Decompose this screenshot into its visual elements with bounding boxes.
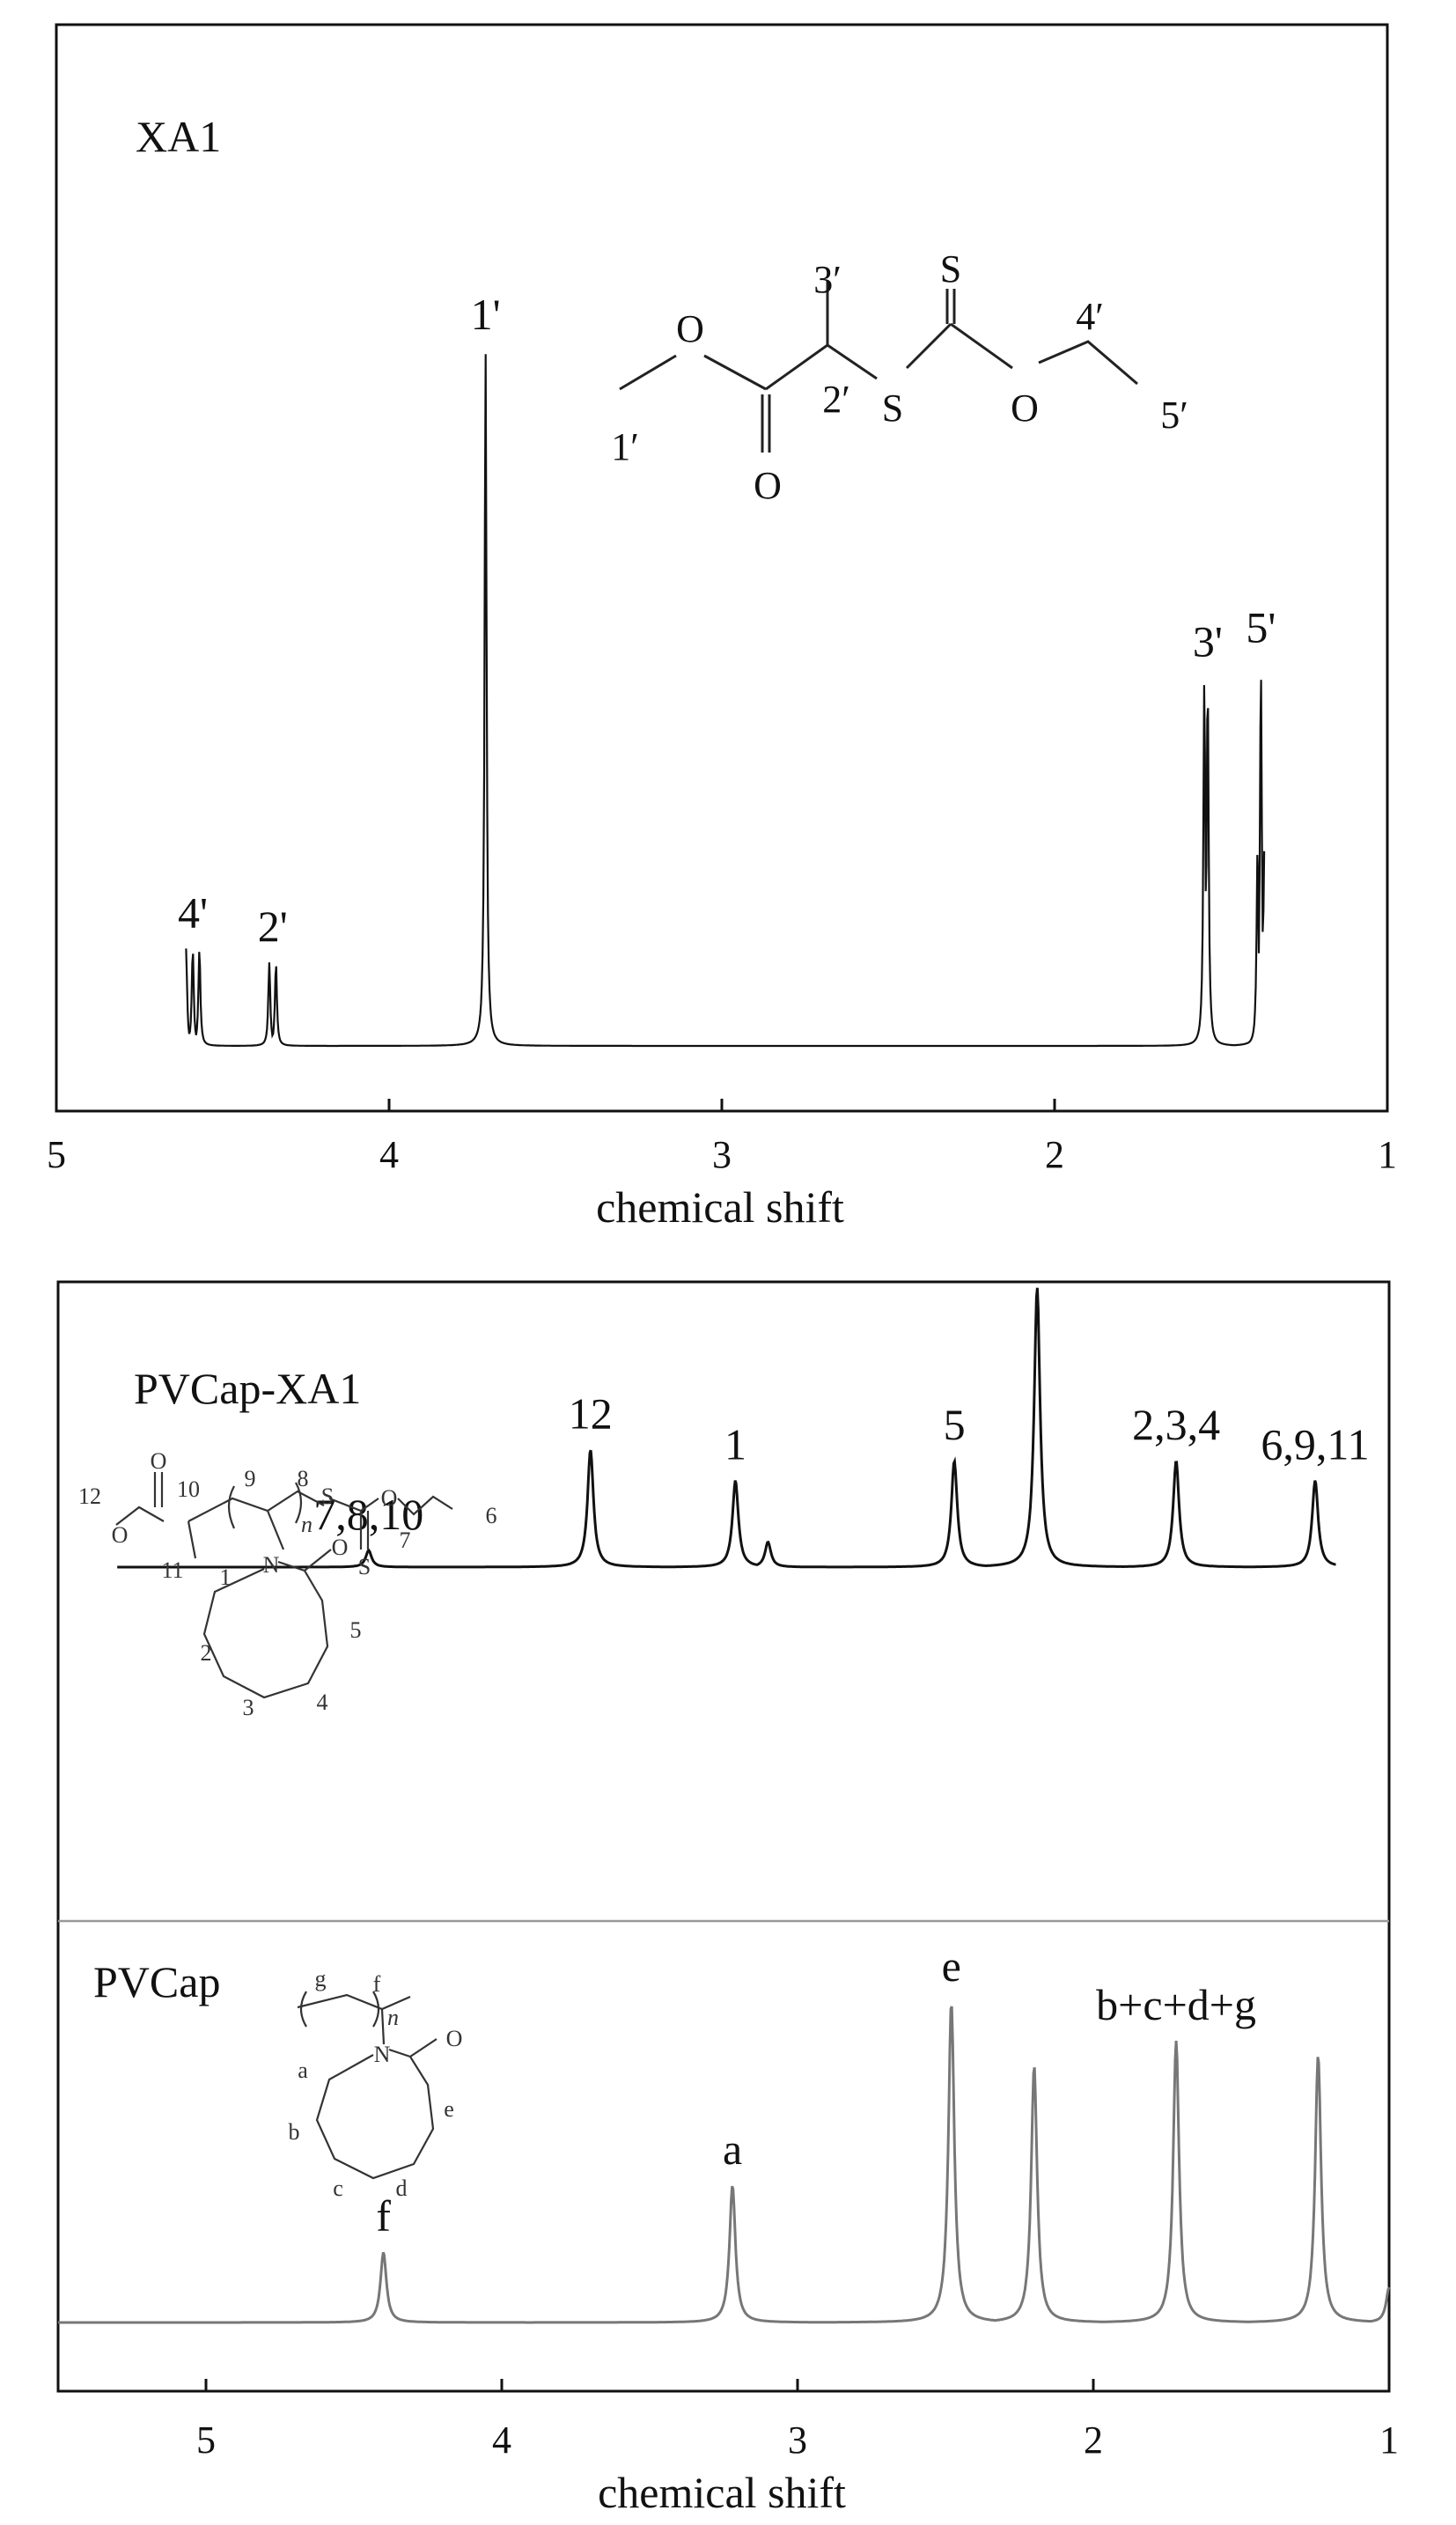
pvcap-x-axis: 5 4 3 2 1 xyxy=(196,2379,1399,2462)
xa1-atom-s-thione: S xyxy=(940,247,961,291)
pvcap-xa1-pos-2: 2 xyxy=(201,1640,212,1666)
xa1-structure-bonds xyxy=(619,280,1138,453)
pvcap-xa1-subscript-n: n xyxy=(301,1512,313,1537)
panel-xa1: 5 4 3 2 1 XA1 chemical shift 4' 2' 1' 3' 5' O O … xyxy=(47,23,1397,1232)
pvcap-pos-a: a xyxy=(298,2058,308,2083)
tick-label: 1 xyxy=(1379,2418,1399,2462)
pvcap-xa1-peak-label: 6,9,11 xyxy=(1261,1419,1369,1469)
xa1-plot-frame xyxy=(55,23,1389,1113)
pvcap-atom-o: O xyxy=(446,2026,463,2051)
panel-pvcap: 5 4 3 2 1 PVCap chemical shift f a e b+c+d+g O … xyxy=(58,1941,1399,2517)
pvcap-spectrum-line xyxy=(58,2006,1391,2324)
pvcap-xa1-atom-o1: O xyxy=(151,1448,167,1474)
pvcap-peak-label: b+c+d+g xyxy=(1096,1980,1256,2029)
pvcap-xa1-peak-label: 2,3,4 xyxy=(1132,1400,1220,1449)
tick-label: 5 xyxy=(47,1133,66,1176)
tick-label: 1 xyxy=(1378,1133,1397,1176)
pvcap-subscript-n: n xyxy=(387,2005,399,2030)
xa1-spectrum-line xyxy=(185,354,1266,1048)
pvcap-xa1-spectrum-line xyxy=(117,1287,1336,1569)
pvcap-pos-b: b xyxy=(289,2119,300,2145)
xa1-peak-label: 4' xyxy=(178,887,208,937)
pvcap-xa1-pos-11: 11 xyxy=(161,1557,183,1583)
xa1-atom-o-carbonyl: O xyxy=(754,464,782,507)
pvcap-peak-label: e xyxy=(942,1941,961,1991)
pvcap-xa1-atom-o4: O xyxy=(332,1535,349,1560)
tick-label: 4 xyxy=(379,1133,399,1176)
pvcap-xa1-pos-9: 9 xyxy=(245,1466,256,1491)
pvcap-pos-c: c xyxy=(333,2175,343,2201)
pvcap-xa1-title: PVCap-XA1 xyxy=(134,1364,361,1413)
pvcap-xa1-pos-4: 4 xyxy=(317,1689,328,1715)
pvcap-pos-f: f xyxy=(373,1971,381,1997)
pvcap-title: PVCap xyxy=(93,1957,220,2006)
pvcap-xa1-atom-n: N xyxy=(263,1552,280,1578)
xa1-atom-s-thio: S xyxy=(882,386,903,430)
xa1-pos-1: 1′ xyxy=(611,425,639,468)
pvcap-peak-label: a xyxy=(723,2124,742,2174)
tick-label: 5 xyxy=(196,2418,216,2462)
pvcap-xa1-structure-bonds xyxy=(115,1472,453,1699)
pvcap-structure: O N n a b c d e f g xyxy=(289,1966,463,2201)
pvcap-xa1-pos-7: 7 xyxy=(400,1528,411,1553)
tick-label: 3 xyxy=(788,2418,807,2462)
pvcap-pos-e: e xyxy=(444,2096,454,2122)
pvcap-xa1-structure: O O S O S O N n 1 2 3 4 5 6 7 8 9 10 11 … xyxy=(78,1448,497,1720)
pvcap-xa1-atom-s2: S xyxy=(358,1554,371,1579)
xa1-title: XA1 xyxy=(136,112,221,161)
pvcap-xa1-pos-8: 8 xyxy=(298,1466,309,1491)
pvcap-pos-d: d xyxy=(396,2175,408,2201)
xa1-pos-2: 2′ xyxy=(822,378,850,421)
pvcap-structure-bonds xyxy=(297,1991,438,2180)
xa1-peak-label: 5' xyxy=(1246,603,1276,652)
pvcap-xa1-atom-o2: O xyxy=(112,1522,129,1548)
pvcap-xa1-atom-o3: O xyxy=(381,1485,398,1511)
tick-label: 2 xyxy=(1045,1133,1064,1176)
pvcap-xa1-peak-label: 5 xyxy=(944,1400,966,1449)
pvcap-atom-n: N xyxy=(374,2042,391,2067)
pvcap-xa1-pos-6: 6 xyxy=(486,1503,497,1528)
pvcap-xa1-atom-s1: S xyxy=(321,1483,334,1509)
xa1-structure: O O S S O 1′ 2′ 3′ 4′ 5′ xyxy=(611,247,1188,507)
pvcap-xa1-peak-label: 1 xyxy=(724,1419,746,1469)
pvcap-xa1-pos-1: 1 xyxy=(220,1564,232,1590)
xa1-pos-4: 4′ xyxy=(1076,295,1104,338)
pvcap-pos-g: g xyxy=(315,1966,327,1991)
pvcap-xa1-peak-label: 12 xyxy=(569,1388,613,1438)
pvcap-peak-label: f xyxy=(376,2191,391,2241)
pvcap-xa1-pos-3: 3 xyxy=(243,1695,254,1720)
xa1-peak-label: 1' xyxy=(471,290,501,339)
xa1-peak-label: 2' xyxy=(258,902,288,951)
bottom-plot-frame xyxy=(56,1280,1391,2393)
xa1-atom-o-ether: O xyxy=(676,307,704,350)
xa1-peak-label: 3' xyxy=(1193,616,1223,666)
tick-label: 3 xyxy=(712,1133,732,1176)
xa1-x-axis: 5 4 3 2 1 xyxy=(47,1099,1397,1176)
xa1-atom-o-xanthate: O xyxy=(1011,386,1039,430)
tick-label: 4 xyxy=(492,2418,511,2462)
pvcap-peak-labels: f a e b+c+d+g xyxy=(376,1941,1256,2241)
tick-label: 2 xyxy=(1084,2418,1103,2462)
xa1-x-axis-label: chemical shift xyxy=(596,1182,844,1232)
pvcap-x-axis-label: chemical shift xyxy=(598,2468,846,2517)
xa1-pos-5: 5′ xyxy=(1160,394,1188,437)
xa1-peak-labels: 4' 2' 1' 3' 5' xyxy=(178,290,1276,951)
pvcap-xa1-pos-10: 10 xyxy=(177,1476,200,1502)
pvcap-xa1-pos-12: 12 xyxy=(78,1483,101,1509)
xa1-pos-3: 3′ xyxy=(813,258,842,301)
pvcap-xa1-pos-5: 5 xyxy=(350,1617,362,1643)
